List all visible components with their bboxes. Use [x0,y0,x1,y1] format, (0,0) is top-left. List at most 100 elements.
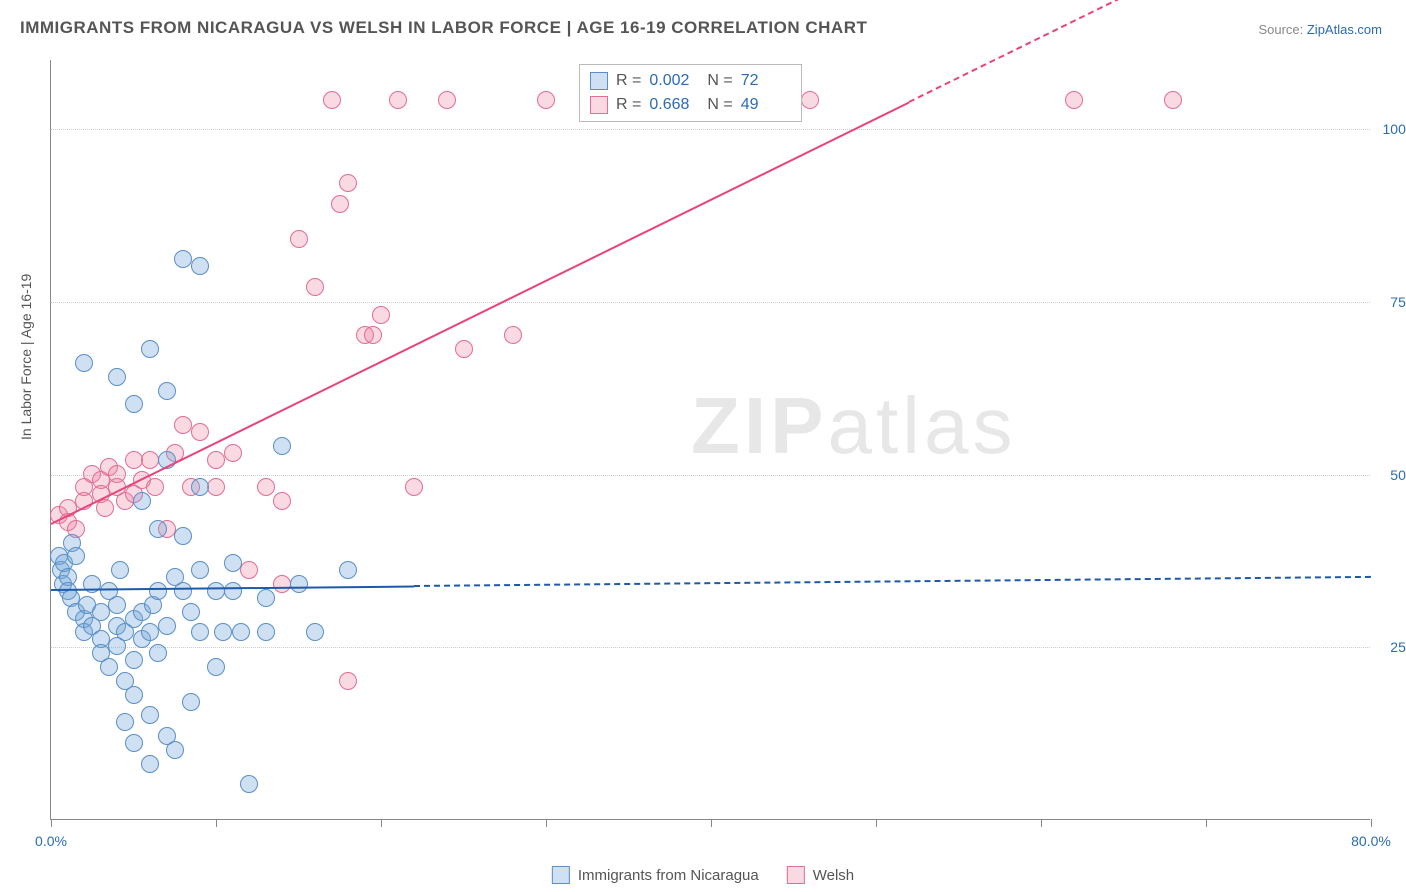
legend: Immigrants from Nicaragua Welsh [552,866,854,884]
scatter-point [323,91,341,109]
x-tick [1371,819,1372,827]
scatter-point [174,416,192,434]
scatter-point [108,368,126,386]
stat-n-label: N = [707,69,732,93]
scatter-point [331,195,349,213]
x-tick [711,819,712,827]
scatter-point [224,554,242,572]
x-tick [51,819,52,827]
scatter-point [257,623,275,641]
y-tick-label: 100.0% [1383,121,1406,137]
x-tick [1041,819,1042,827]
scatter-point [174,582,192,600]
scatter-point [116,713,134,731]
plot-area: ZIPatlas 25.0%50.0%75.0%100.0%0.0%80.0%R… [50,60,1370,820]
scatter-point [125,451,143,469]
stat-n-label: N = [707,93,732,117]
trend-line-extrapolated [414,576,1371,587]
stats-row: R =0.002N =72 [590,69,791,93]
scatter-point [191,561,209,579]
watermark: ZIPatlas [691,380,1016,472]
trend-line-extrapolated [909,0,1372,103]
scatter-point [125,395,143,413]
scatter-point [125,734,143,752]
stats-box: R =0.002N =72R =0.668N =49 [579,64,802,122]
y-tick-label: 75.0% [1390,294,1406,310]
y-axis-title: In Labor Force | Age 16-19 [18,274,34,440]
scatter-point [207,478,225,496]
scatter-point [174,527,192,545]
x-tick-label: 80.0% [1351,833,1391,849]
scatter-point [240,561,258,579]
scatter-point [146,478,164,496]
scatter-point [214,623,232,641]
scatter-point [207,658,225,676]
x-tick [1206,819,1207,827]
source-label: Source: [1258,22,1306,37]
y-tick-label: 50.0% [1390,467,1406,483]
scatter-point [149,520,167,538]
scatter-point [158,617,176,635]
scatter-point [191,257,209,275]
scatter-point [306,623,324,641]
scatter-point [158,382,176,400]
scatter-point [240,775,258,793]
scatter-point [232,623,250,641]
y-tick-label: 25.0% [1390,639,1406,655]
scatter-point [405,478,423,496]
scatter-point [191,423,209,441]
scatter-point [67,547,85,565]
stats-swatch [590,72,608,90]
gridline [51,475,1370,476]
scatter-point [125,651,143,669]
scatter-point [801,91,819,109]
legend-item-nicaragua: Immigrants from Nicaragua [552,866,759,884]
scatter-point [96,499,114,517]
legend-swatch-nicaragua [552,866,570,884]
scatter-point [273,575,291,593]
stat-r-label: R = [616,93,641,117]
scatter-point [100,658,118,676]
gridline [51,302,1370,303]
scatter-point [191,478,209,496]
stats-swatch [590,96,608,114]
x-tick-label: 0.0% [35,833,67,849]
scatter-point [257,478,275,496]
source-attribution: Source: ZipAtlas.com [1258,22,1382,37]
scatter-point [191,623,209,641]
gridline [51,129,1370,130]
scatter-point [108,596,126,614]
scatter-point [306,278,324,296]
legend-label-nicaragua: Immigrants from Nicaragua [578,867,759,884]
stat-n-value: 72 [741,69,791,93]
scatter-point [133,492,151,510]
scatter-point [537,91,555,109]
legend-swatch-welsh [787,866,805,884]
scatter-point [141,340,159,358]
stat-r-label: R = [616,69,641,93]
scatter-point [339,561,357,579]
scatter-point [207,451,225,469]
scatter-point [166,741,184,759]
scatter-point [75,354,93,372]
scatter-point [141,451,159,469]
scatter-point [339,672,357,690]
scatter-point [182,693,200,711]
legend-item-welsh: Welsh [787,866,854,884]
scatter-point [290,230,308,248]
watermark-atlas: atlas [827,381,1016,470]
scatter-point [339,174,357,192]
scatter-point [364,326,382,344]
scatter-point [207,582,225,600]
scatter-point [174,250,192,268]
watermark-zip: ZIP [691,381,827,470]
x-tick [216,819,217,827]
source-link[interactable]: ZipAtlas.com [1307,22,1382,37]
scatter-point [149,582,167,600]
scatter-point [224,444,242,462]
scatter-point [149,644,167,662]
scatter-point [224,582,242,600]
scatter-point [141,706,159,724]
scatter-point [504,326,522,344]
stats-row: R =0.668N =49 [590,93,791,117]
